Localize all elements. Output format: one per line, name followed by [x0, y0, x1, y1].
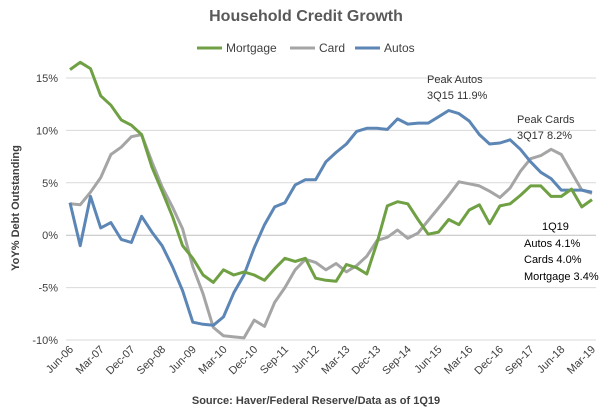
- y-tick-label: 10%: [36, 125, 58, 137]
- annotation-latest-autos: Autos 4.1%: [524, 238, 580, 250]
- series-line-autos: [68, 109, 593, 327]
- x-tick-label: Jun-12: [289, 344, 321, 376]
- x-tick-label: Jun-06: [44, 344, 76, 376]
- x-tick-label: Sep-11: [258, 344, 291, 377]
- y-axis-ticks: 15% 10% 5% 0% -5% -10%: [32, 73, 58, 347]
- x-tick-label: Mar-07: [74, 344, 107, 377]
- x-tick-label: Jun-15: [412, 344, 444, 376]
- legend-label-mortgage: Mortgage: [226, 41, 277, 55]
- x-tick-label: Jun-09: [167, 344, 199, 376]
- series-line-mortgage: [69, 60, 593, 284]
- y-tick-label: 15%: [36, 73, 58, 85]
- annotation-peak-autos-label: Peak Autos: [427, 74, 483, 86]
- x-tick-label: Sep-14: [380, 344, 414, 378]
- x-tick-label: Mar-16: [442, 344, 475, 377]
- y-axis-label: YoY% Debt Outstanding: [10, 145, 22, 271]
- legend: Mortgage Card Autos: [197, 41, 415, 55]
- legend-label-card: Card: [319, 41, 345, 55]
- x-tick-label: Mar-10: [197, 344, 230, 377]
- annotation-latest-cards: Cards 4.0%: [524, 254, 582, 266]
- series-lines: [68, 60, 593, 340]
- y-tick-label: -5%: [38, 283, 58, 295]
- series-line-card: [69, 133, 593, 340]
- x-tick-label: Sep-08: [135, 344, 169, 378]
- annotation-peak-cards-value: 3Q17 8.2%: [517, 130, 572, 142]
- x-tick-label: Dec-13: [350, 344, 384, 378]
- annotation-latest-header: 1Q19: [542, 221, 569, 233]
- y-tick-label: 0%: [42, 230, 58, 242]
- x-tick-label: Dec-07: [104, 344, 138, 378]
- annotation-peak-cards-label: Peak Cards: [517, 114, 575, 126]
- x-tick-label: Sep-17: [503, 344, 537, 378]
- y-tick-label: -10%: [32, 335, 58, 347]
- annotation-peak-autos-value: 3Q15 11.9%: [427, 90, 488, 102]
- x-tick-label: Mar-13: [319, 344, 352, 377]
- source-note: Source: Haver/Federal Reserve/Data as of…: [192, 395, 440, 407]
- x-tick-label: Dec-16: [472, 344, 506, 378]
- x-tick-label: Mar-19: [565, 344, 598, 377]
- x-axis-ticks: Jun-06Mar-07Dec-07Sep-08Jun-09Mar-10Dec-…: [44, 344, 598, 378]
- x-tick-label: Jun-18: [535, 344, 567, 376]
- x-tick-label: Dec-10: [227, 344, 261, 378]
- annotations: Peak Autos 3Q15 11.9% Peak Cards 3Q17 8.…: [427, 74, 599, 283]
- legend-label-autos: Autos: [384, 41, 415, 55]
- chart-title: Household Credit Growth: [209, 8, 403, 25]
- annotation-latest-mortgage: Mortgage 3.4%: [524, 271, 599, 283]
- y-tick-label: 5%: [42, 178, 58, 190]
